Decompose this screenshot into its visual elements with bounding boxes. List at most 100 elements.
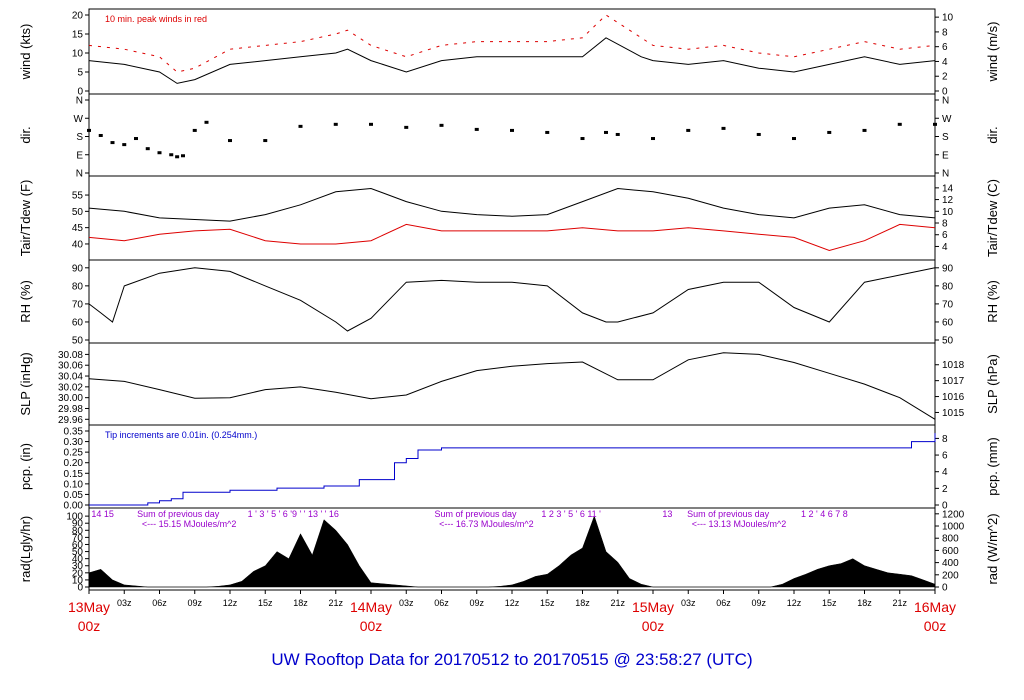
y-tick-label: 0.25: [64, 448, 84, 459]
y-tick-label: S: [76, 132, 83, 143]
y-axis-label-right: SLP (hPa): [985, 354, 1000, 414]
y-axis-label: RH (%): [18, 280, 33, 323]
panel-frame: [88, 259, 936, 344]
y-tick-label-right: 200: [942, 570, 959, 581]
y-tick-label-right: 60: [942, 317, 954, 328]
y-tick-label: 70: [72, 299, 84, 310]
x-day-label: 13May: [68, 599, 110, 615]
y-tick-label: 50: [72, 336, 84, 347]
y-tick-label-right: 4: [942, 467, 948, 478]
y-tick-label: W: [74, 114, 84, 125]
radiation-annotation: 1 2 ' 4 6 7 8: [801, 509, 848, 519]
y-tick-label-right: 8: [942, 219, 948, 230]
x-hour-label: 06z: [152, 598, 167, 608]
y-tick-label-right: 8: [942, 27, 948, 38]
x-day-hour-label: 00z: [642, 618, 665, 634]
y-tick-label-right: 2: [942, 484, 948, 495]
y-tick-label-right: 70: [942, 299, 954, 310]
y-tick-label-right: 6: [942, 42, 948, 53]
x-hour-label: 06z: [716, 598, 731, 608]
y-tick-label: 10: [72, 575, 84, 586]
series-line: [88, 187, 936, 222]
y-tick-label-right: 12: [942, 195, 954, 206]
data-point: [439, 123, 444, 127]
figure-title: UW Rooftop Data for 20170512 to 20170515…: [271, 650, 753, 669]
data-point: [192, 128, 197, 132]
y-tick-label-right: 1017: [942, 376, 965, 387]
x-hour-label: 03z: [117, 598, 132, 608]
x-hour-label: 21z: [610, 598, 625, 608]
data-point: [145, 147, 150, 151]
y-tick-label-right: 0: [942, 583, 948, 594]
y-axis-label: SLP (inHg): [18, 352, 33, 415]
x-hour-label: 09z: [751, 598, 766, 608]
data-point: [298, 124, 303, 128]
data-point: [604, 130, 608, 134]
panel-frame: [88, 342, 936, 426]
y-tick-label: 30.08: [58, 350, 83, 361]
radiation-area: [88, 515, 936, 588]
x-hour-label: 09z: [187, 598, 202, 608]
y-tick-label: N: [76, 169, 83, 180]
y-tick-label: 40: [72, 554, 84, 565]
y-tick-label-right: 1015: [942, 408, 965, 419]
data-point: [792, 137, 796, 141]
series-line: [88, 352, 936, 420]
data-point: [333, 122, 338, 126]
y-tick-label: 0.15: [64, 469, 84, 480]
x-hour-label: 09z: [469, 598, 484, 608]
data-point: [580, 137, 585, 141]
y-tick-label: 0: [77, 87, 83, 98]
data-point: [369, 122, 373, 126]
x-hour-label: 21z: [892, 598, 907, 608]
panel-frame: [88, 93, 936, 177]
data-point: [897, 122, 902, 126]
panel-frame: [88, 8, 936, 95]
y-tick-label-right: 80: [942, 281, 954, 292]
y-tick-label-right: 400: [942, 558, 959, 569]
data-point: [651, 137, 655, 141]
series-line: [88, 37, 936, 84]
y-tick-label: 15: [72, 30, 84, 41]
y-tick-label-right: 800: [942, 534, 959, 545]
y-tick-label-right: 1016: [942, 392, 965, 403]
panel-annotation: Tip increments are 0.01in. (0.254mm.): [105, 430, 257, 440]
data-point: [545, 130, 550, 134]
series-line: [88, 267, 936, 332]
y-tick-label-right: 4: [942, 242, 948, 253]
y-tick-label: 10: [72, 49, 84, 60]
data-point: [263, 139, 268, 143]
series-line: [88, 14, 936, 73]
y-tick-label: 90: [72, 519, 84, 530]
y-tick-label-right: 1018: [942, 360, 965, 371]
y-axis-label: Tair/Tdew (F): [18, 180, 33, 257]
data-point: [510, 128, 514, 132]
y-tick-label: 50: [72, 207, 84, 218]
y-tick-label: 0: [77, 583, 83, 594]
y-axis-label-right: dir.: [985, 126, 1000, 143]
y-tick-label: 29.96: [58, 415, 83, 426]
y-tick-label: 55: [72, 191, 84, 202]
y-axis-label-right: Tair/Tdew (C): [985, 179, 1000, 257]
y-tick-label: 0.05: [64, 490, 84, 501]
y-tick-label: 30.06: [58, 361, 83, 372]
y-tick-label-right: W: [942, 114, 952, 125]
data-point: [169, 153, 174, 157]
panel-frame: [88, 175, 936, 261]
data-point: [862, 128, 867, 132]
radiation-annotation: 14 15: [91, 509, 114, 519]
y-tick-label: 20: [72, 568, 84, 579]
x-hour-label: 18z: [857, 598, 872, 608]
data-point: [721, 126, 726, 130]
y-tick-label: 30.02: [58, 382, 83, 393]
y-tick-label-right: 6: [942, 230, 948, 241]
data-point: [157, 151, 162, 155]
y-tick-label-right: N: [942, 169, 949, 180]
radiation-annotation: Sum of previous day: [687, 509, 770, 519]
x-hour-label: 15z: [822, 598, 837, 608]
y-tick-label-right: 0: [942, 501, 948, 512]
y-tick-label: 80: [72, 281, 84, 292]
y-tick-label: 30: [72, 561, 84, 572]
y-tick-label: 29.98: [58, 404, 83, 415]
